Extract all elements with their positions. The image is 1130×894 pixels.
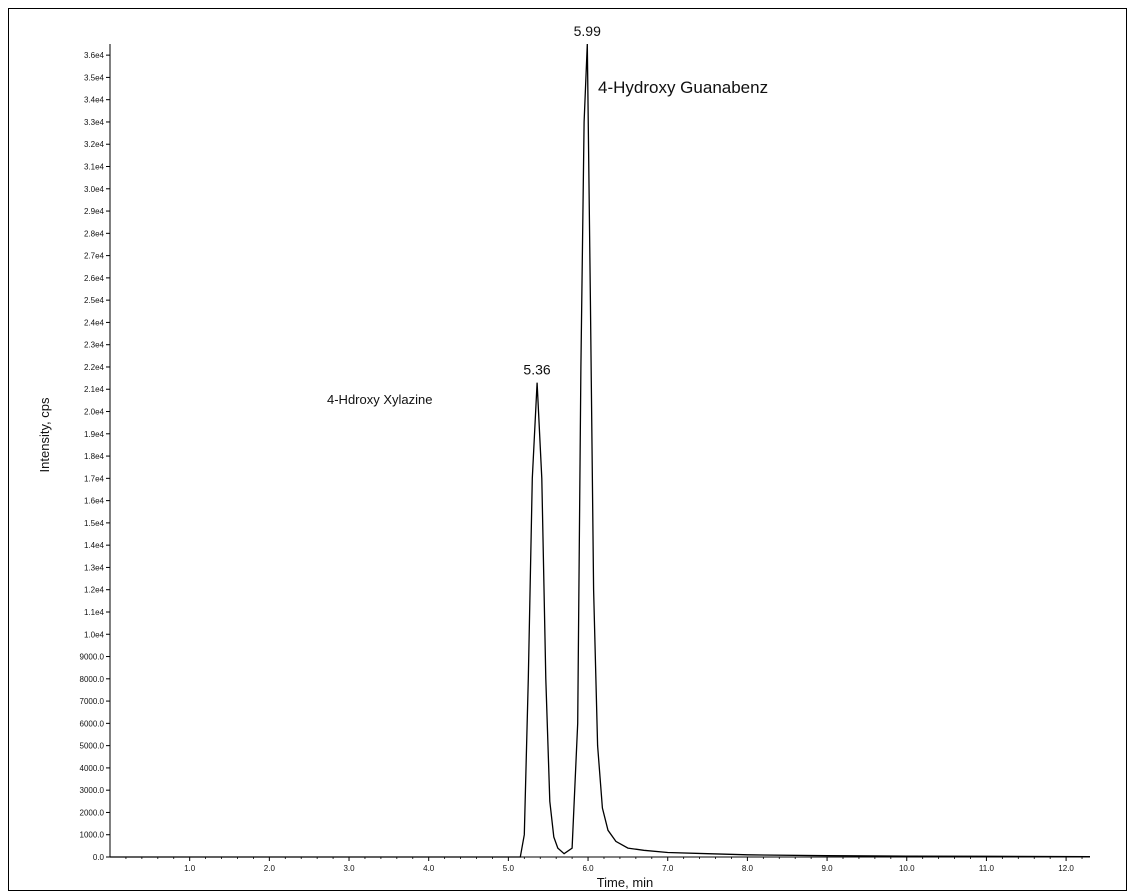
annotation-xylazine: 4-Hdroxy Xylazine [327,392,433,407]
y-tick-label: 1.2e4 [84,586,105,595]
y-tick-label: 2.5e4 [84,296,105,305]
y-tick-label: 1.1e4 [84,608,105,617]
peak-label: 5.36 [523,362,550,378]
y-tick-label: 2.6e4 [84,274,105,283]
x-axis-ticks: 1.0 2.0 3.0 4.0 5.0 6.0 7.0 8.0 9.0 10.0 11.0 12.0 [125,857,1083,873]
y-tick-label: 1.4e4 [84,541,105,550]
x-tick-label: 6.0 [582,864,594,873]
axes [109,44,1090,858]
y-tick-label: 3000.0 [80,786,105,795]
y-tick-label: 7000.0 [80,697,105,706]
x-tick-label: 11.0 [979,864,995,873]
x-tick-label: 10.0 [899,864,915,873]
x-tick-label: 7.0 [662,864,674,873]
y-tick-label: 2.3e4 [84,341,105,350]
y-tick-label: 9000.0 [80,653,105,662]
y-tick-label: 1.8e4 [84,452,105,461]
y-tick-label: 2.4e4 [84,318,105,327]
y-tick-label: 3.3e4 [84,118,105,127]
y-tick-label: 2.9e4 [84,207,105,216]
y-tick-label: 3.0e4 [84,185,105,194]
y-tick-label: 2.2e4 [84,363,105,372]
peak-label: 5.99 [574,23,601,39]
y-tick-label: 2.0e4 [84,408,105,417]
y-tick-label: 4000.0 [80,764,105,773]
x-axis-label: Time, min [597,875,654,890]
x-tick-label: 4.0 [423,864,435,873]
y-axis-label: Intensity, cps [37,397,52,472]
y-tick-label: 3.1e4 [84,163,105,172]
y-tick-label: 1.3e4 [84,563,105,572]
chart-frame [8,8,1127,891]
y-tick-label: 1.5e4 [84,519,105,528]
x-tick-label: 3.0 [343,864,355,873]
y-tick-label: 2.7e4 [84,252,105,261]
y-tick-label: 1.0e4 [84,630,105,639]
y-tick-label: 2.8e4 [84,229,105,238]
y-tick-label: 1.7e4 [84,474,105,483]
y-tick-label: 0.0 [93,853,105,862]
x-tick-label: 5.0 [503,864,515,873]
y-tick-label: 3.5e4 [84,73,105,82]
x-tick-label: 2.0 [264,864,276,873]
peak-labels: 5.36 5.99 [523,23,601,378]
x-tick-label: 12.0 [1058,864,1074,873]
annotation-guanabenz: 4-Hydroxy Guanabenz [598,78,768,97]
y-tick-label: 1.9e4 [84,430,105,439]
y-tick-label: 8000.0 [80,675,105,684]
series-line [110,43,1091,858]
y-axis-ticks: 0.0 1000.0 2000.0 3000.0 4000.0 5000.0 6000.0 7… [80,51,110,862]
y-tick-label: 1000.0 [80,831,105,840]
y-tick-label: 6000.0 [80,719,105,728]
y-tick-label: 3.2e4 [84,140,105,149]
y-tick-label: 3.4e4 [84,96,105,105]
y-tick-label: 2.1e4 [84,385,105,394]
y-tick-label: 5000.0 [80,742,105,751]
y-tick-label: 3.6e4 [84,51,105,60]
x-tick-label: 8.0 [742,864,754,873]
x-tick-label: 9.0 [822,864,834,873]
y-tick-label: 1.6e4 [84,497,105,506]
y-tick-label: 2000.0 [80,808,105,817]
x-tick-label: 1.0 [184,864,196,873]
